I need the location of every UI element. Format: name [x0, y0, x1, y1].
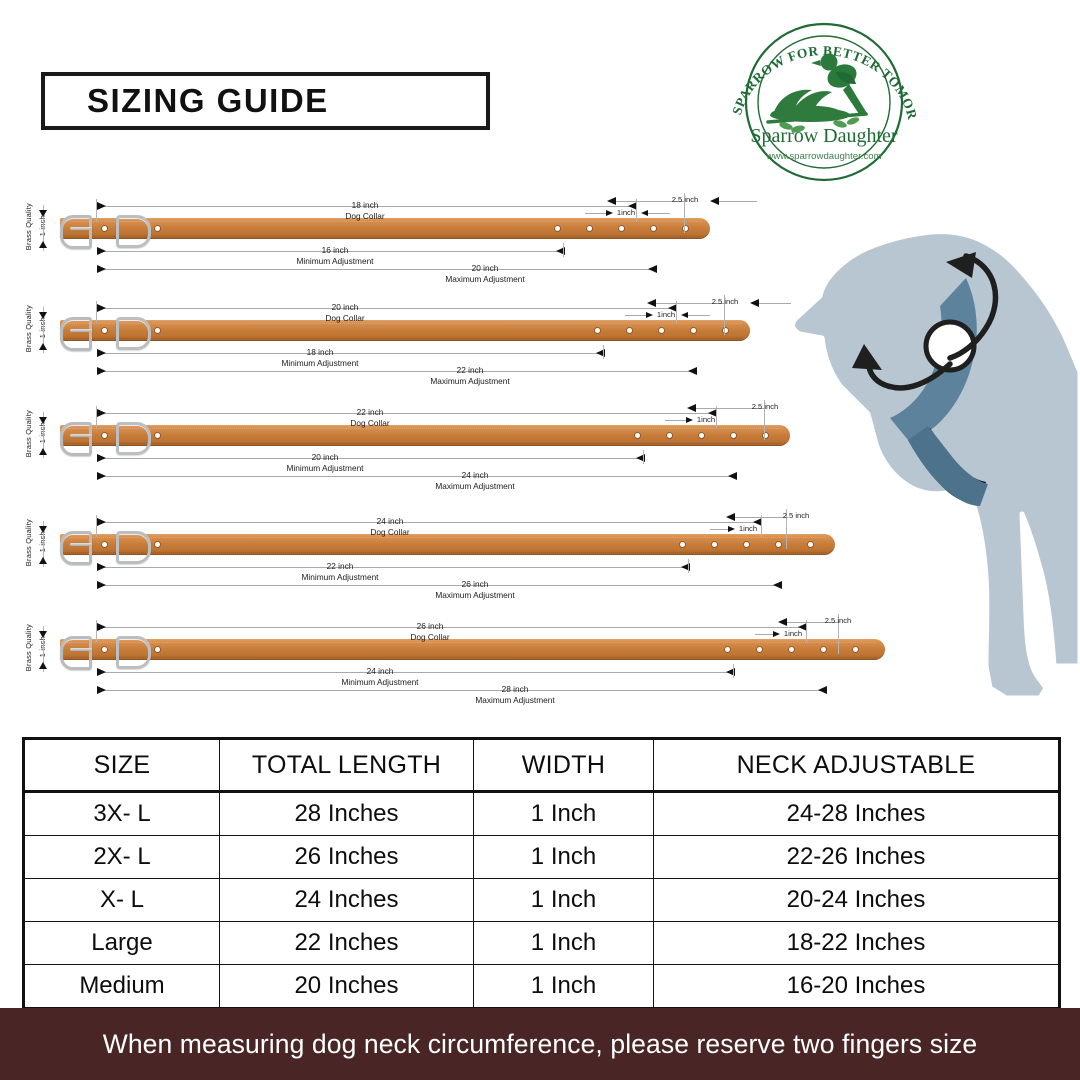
minimum-adjustment-label-22: 20 inch Minimum Adjustment: [286, 452, 364, 473]
brass-quality-label: Brass Quality: [24, 410, 33, 458]
keeper-loop: [116, 215, 151, 248]
tip-length-label-24: 2.5 inch: [782, 511, 810, 520]
cell-width: 1 Inch: [473, 921, 654, 965]
cell-size: X- L: [22, 878, 220, 922]
total-length-label-22: 22 inch Dog Collar: [350, 407, 390, 428]
cell-neck-adjustable: 16-20 Inches: [653, 964, 1061, 1010]
collar-row-18: Brass Quality 1 inch: [0, 185, 800, 292]
minimum-adjustment-label-20: 18 inch Minimum Adjustment: [281, 347, 359, 368]
sparrow-nest-icon: SAVE SPARROW FOR BETTER TOMORROW: [716, 14, 920, 182]
collar-belt-18: [60, 214, 710, 249]
collar-row-24: Brass Quality 1 inch: [0, 501, 835, 608]
table-row: Medium 20 Inches 1 Inch 16-20 Inches: [22, 964, 1061, 1010]
maximum-adjustment-label-26: 28 inch Maximum Adjustment: [475, 684, 555, 705]
keeper-loop: [116, 317, 151, 350]
dog-collar-band: [890, 278, 977, 440]
minimum-adjustment-label-24: 22 inch Minimum Adjustment: [301, 561, 379, 582]
brass-quality-label: Brass Quality: [24, 203, 33, 251]
cell-size: Medium: [22, 964, 220, 1010]
tip-length-label-26: 2.5 inch: [824, 616, 852, 625]
brass-quality-label: Brass Quality: [24, 519, 33, 567]
cell-width: 1 Inch: [473, 964, 654, 1010]
table-row: 2X- L 26 Inches 1 Inch 22-26 Inches: [22, 835, 1061, 879]
hole-spacing-label-26: 1inch: [783, 629, 803, 638]
table-header-row: SIZE TOTAL LENGTH WIDTH NECK ADJUSTABLE: [22, 737, 1061, 793]
cell-size: Large: [22, 921, 220, 965]
logo-brand-text: Sparrow Daughter: [750, 125, 898, 147]
buckle-icon: [60, 635, 94, 670]
collar-row-26: Brass Quality 1 inch: [0, 608, 885, 715]
column-header-width: WIDTH: [473, 737, 654, 793]
collar-belt-24: [60, 530, 835, 565]
cell-neck-adjustable: 24-28 Inches: [653, 791, 1061, 836]
cell-total-length: 24 Inches: [219, 878, 474, 922]
hole-spacing-label-20: 1inch: [656, 310, 676, 319]
footer-banner: When measuring dog neck circumference, p…: [0, 1008, 1080, 1080]
page-title-box: SIZING GUIDE: [41, 72, 490, 130]
tip-length-label-18: 2.5 inch: [671, 195, 699, 204]
collar-row-20: Brass Quality 1 inch: [0, 287, 800, 394]
total-length-label-20: 20 inch Dog Collar: [325, 302, 365, 323]
brass-quality-label: Brass Quality: [24, 305, 33, 353]
collar-diagrams: Brass Quality 1 inch: [0, 185, 885, 720]
buckle-icon: [60, 316, 94, 351]
cell-size: 2X- L: [22, 835, 220, 879]
collar-belt-20: [60, 316, 750, 351]
buckle-icon: [60, 421, 94, 456]
buckle-icon: [60, 214, 94, 249]
logo-website-text: www.sparrowdaughter.com: [765, 151, 881, 162]
table-row: 3X- L 28 Inches 1 Inch 24-28 Inches: [22, 791, 1061, 836]
dog-collar-under: [908, 426, 988, 506]
collar-belt-26: [60, 635, 885, 670]
hole-spacing-label-18: 1inch: [616, 208, 636, 217]
measure-arrow-upper: [947, 253, 999, 361]
cell-total-length: 28 Inches: [219, 791, 474, 836]
cell-width: 1 Inch: [473, 878, 654, 922]
page-title: SIZING GUIDE: [87, 82, 329, 119]
keeper-loop: [116, 636, 151, 669]
cell-size: 3X- L: [22, 791, 220, 836]
cell-neck-adjustable: 20-24 Inches: [653, 878, 1061, 922]
footer-note: When measuring dog neck circumference, p…: [102, 1028, 978, 1059]
dog-illustration: [790, 196, 1080, 720]
total-length-label-24: 24 inch Dog Collar: [370, 516, 410, 537]
table-row: Large 22 Inches 1 Inch 18-22 Inches: [22, 921, 1061, 965]
brand-logo: SAVE SPARROW FOR BETTER TOMORROW: [716, 14, 932, 182]
total-length-label-26: 26 inch Dog Collar: [410, 621, 450, 642]
cell-width: 1 Inch: [473, 791, 654, 836]
cell-total-length: 26 Inches: [219, 835, 474, 879]
minimum-adjustment-label-18: 16 inch Minimum Adjustment: [296, 245, 374, 266]
hole-spacing-label-22: 1inch: [696, 415, 716, 424]
collar-belt-22: [60, 421, 790, 456]
maximum-adjustment-label-24: 26 inch Maximum Adjustment: [435, 579, 515, 600]
total-length-label-18: 18 inch Dog Collar: [345, 200, 385, 221]
hole-spacing-label-24: 1inch: [738, 524, 758, 533]
keeper-loop: [116, 531, 151, 564]
brass-quality-label: Brass Quality: [24, 624, 33, 672]
cell-total-length: 22 Inches: [219, 921, 474, 965]
tip-length-label-20: 2.5 inch: [711, 297, 739, 306]
keeper-loop: [116, 422, 151, 455]
table-row: X- L 24 Inches 1 Inch 20-24 Inches: [22, 878, 1061, 922]
maximum-adjustment-label-20: 22 inch Maximum Adjustment: [430, 365, 510, 386]
cell-total-length: 20 Inches: [219, 964, 474, 1010]
tip-length-label-22: 2.5 inch: [751, 402, 779, 411]
cell-neck-adjustable: 18-22 Inches: [653, 921, 1061, 965]
collar-row-22: Brass Quality 1 inch: [0, 394, 800, 501]
minimum-adjustment-label-26: 24 inch Minimum Adjustment: [341, 666, 419, 687]
cell-neck-adjustable: 22-26 Inches: [653, 835, 1061, 879]
column-header-size: SIZE: [22, 737, 220, 793]
size-table: SIZE TOTAL LENGTH WIDTH NECK ADJUSTABLE …: [22, 737, 1061, 1010]
column-header-neck-adjustable: NECK ADJUSTABLE: [653, 737, 1061, 793]
maximum-adjustment-label-18: 20 inch Maximum Adjustment: [445, 263, 525, 284]
column-header-total-length: TOTAL LENGTH: [219, 737, 474, 793]
cell-width: 1 Inch: [473, 835, 654, 879]
buckle-icon: [60, 530, 94, 565]
maximum-adjustment-label-22: 24 inch Maximum Adjustment: [435, 470, 515, 491]
